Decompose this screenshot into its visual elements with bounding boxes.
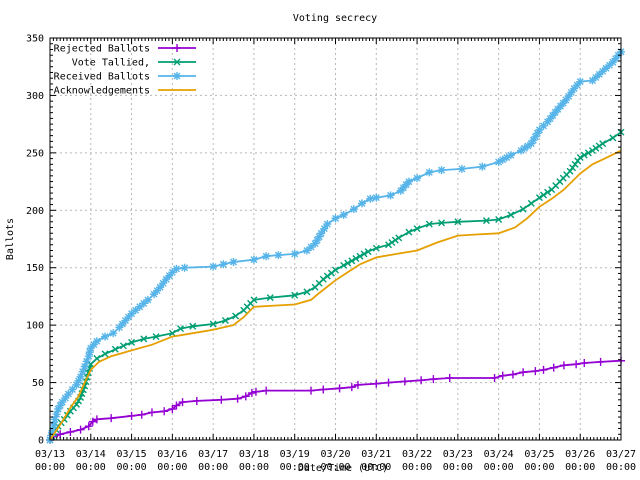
legend-label-received-ballots: Received Ballots [54,72,150,83]
series-vote-tallied-markers [46,128,625,444]
x-tick-label: 03/13 [35,449,65,460]
x-tick-label: 03/19 [280,449,310,460]
x-tick-sublabel: 00:00 [524,462,554,473]
x-axis-label: Date/Time (UTC) [298,463,388,474]
x-tick-label: 03/14 [76,449,106,460]
y-tick-label: 300 [26,91,44,102]
x-tick-sublabel: 00:00 [198,462,228,473]
y-tick-label: 100 [26,321,44,332]
x-tick-label: 03/27 [606,449,636,460]
y-tick-label: 50 [32,378,44,389]
x-tick-sublabel: 00:00 [117,462,147,473]
x-tick-sublabel: 00:00 [606,462,636,473]
plot-border-rect [49,37,622,441]
y-tick-label: 150 [26,263,44,274]
y-axis-label: Ballots [5,218,16,260]
x-tick-label: 03/25 [524,449,554,460]
series-received-ballots-line [49,51,622,441]
x-tick-sublabel: 00:00 [320,462,350,473]
x-tick-sublabel: 00:00 [280,462,310,473]
series-layer [46,47,625,444]
legend-label-rejected-ballots: Rejected Ballots [54,44,150,55]
y-tick-label: 350 [26,34,44,45]
x-tick-label: 03/24 [484,449,514,460]
x-tick-sublabel: 00:00 [239,462,269,473]
y-tick-label: 250 [26,148,44,159]
x-tick-label: 03/15 [117,449,147,460]
x-tick-sublabel: 00:00 [157,462,187,473]
legend-label-vote-tallied: Vote Tallied, [72,58,150,69]
series-rejected-ballots-line [49,359,622,441]
y-tick-label: 0 [38,436,44,447]
x-tick-sublabel: 00:00 [565,462,595,473]
x-tick-label: 03/26 [565,449,595,460]
legend-sample-marker [173,58,181,66]
legend-label-acknowledgements: Acknowledgements [54,86,150,97]
legend-sample-marker [173,44,181,52]
x-tick-sublabel: 00:00 [76,462,106,473]
x-tick-labels: 03/13 00:00 03/14 00:00 03/15 00:00 03/16 00:00… [35,449,636,473]
grid [50,38,621,440]
x-tick-label: 03/22 [402,449,432,460]
x-tick-sublabel: 00:00 [484,462,514,473]
y-tick-label: 200 [26,206,44,217]
y-tick-labels: 0 50 100 150 200 250 300 350 [26,34,44,447]
legend-sample-marker [173,72,181,80]
x-tick-label: 03/23 [443,449,473,460]
x-tick-label: 03/17 [198,449,228,460]
x-tick-label: 03/21 [361,449,391,460]
legend: Rejected Ballots Vote Tallied, Received … [54,44,196,97]
x-tick-sublabel: 00:00 [402,462,432,473]
chart-title: Voting secrecy [293,13,377,24]
x-tick-sublabel: 00:00 [443,462,473,473]
x-tick-sublabel: 00:00 [361,462,391,473]
x-tick-label: 03/16 [157,449,187,460]
x-tick-sublabel: 00:00 [35,462,65,473]
series-acknowledgements-line [49,149,622,441]
x-tick-label: 03/20 [320,449,350,460]
plot-border [49,37,622,441]
x-tick-label: 03/18 [239,449,269,460]
